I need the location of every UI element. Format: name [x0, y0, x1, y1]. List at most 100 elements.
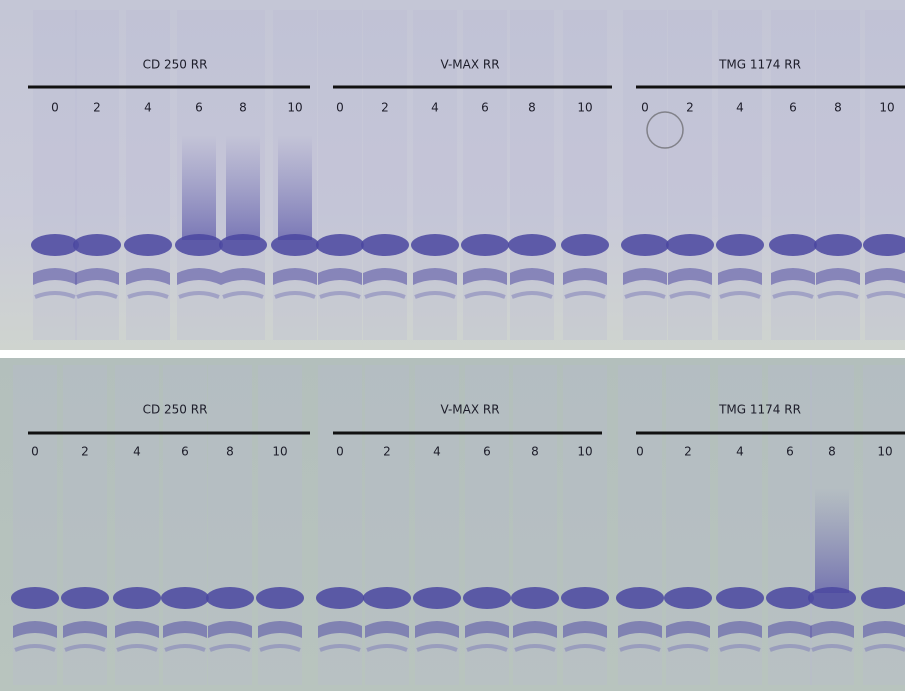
lower-band [810, 621, 854, 638]
lane-label: 0 [336, 445, 344, 459]
faint-band [511, 291, 553, 299]
separator [0, 350, 905, 358]
lane-label: 4 [736, 101, 744, 115]
lower-band [221, 268, 265, 285]
lower-band [163, 621, 207, 638]
lane-track [13, 365, 57, 685]
lane-label: 10 [287, 101, 302, 115]
lane-label: 4 [144, 101, 152, 115]
group-label: CD 250 RR [143, 58, 208, 72]
faint-band [466, 644, 508, 652]
lane-track [863, 365, 905, 685]
faint-band [222, 291, 264, 299]
faint-band [366, 644, 408, 652]
faint-band [624, 291, 666, 299]
faint-band [864, 644, 905, 652]
lower-band [365, 621, 409, 638]
lower-band [415, 621, 459, 638]
lower-band [863, 621, 905, 638]
gel-content: 0 2 4 6 8 10 CD 250 RR 0 2 4 6 8 10 V-MAX RR 0 2 4 6 8 10 TM… [11, 10, 905, 685]
lane-track [365, 365, 409, 685]
lane-track [618, 365, 662, 685]
faint-band [669, 291, 711, 299]
lower-band [768, 621, 812, 638]
lane-label: 8 [828, 445, 836, 459]
marker-circle [646, 111, 684, 149]
lane-track [463, 10, 507, 340]
group-label: V-MAX RR [440, 403, 499, 417]
lane-track [816, 10, 860, 340]
lower-band [666, 621, 710, 638]
main-band [316, 234, 364, 256]
lane-label: 4 [133, 445, 141, 459]
faint-band [719, 291, 761, 299]
smear [182, 135, 216, 240]
lower-band [273, 268, 317, 285]
main-band [861, 587, 905, 609]
lower-band [63, 621, 107, 638]
main-band [361, 234, 409, 256]
lane-label: 4 [736, 445, 744, 459]
lane-track [363, 10, 407, 340]
faint-band [817, 291, 859, 299]
main-band [716, 234, 764, 256]
lower-band [465, 621, 509, 638]
main-band [666, 234, 714, 256]
lane-label: 6 [181, 445, 189, 459]
lane-track [258, 365, 302, 685]
faint-band [769, 644, 811, 652]
main-band [161, 587, 209, 609]
faint-band [76, 291, 118, 299]
lower-band [126, 268, 170, 285]
lane-track [208, 365, 252, 685]
main-band [461, 234, 509, 256]
lower-band [816, 268, 860, 285]
main-band [73, 234, 121, 256]
lane-label: 10 [577, 101, 592, 115]
faint-band [116, 644, 158, 652]
main-band [561, 587, 609, 609]
main-band [413, 587, 461, 609]
main-band [411, 234, 459, 256]
lower-band [208, 621, 252, 638]
main-band [769, 234, 817, 256]
lower-band [623, 268, 667, 285]
main-band [766, 587, 814, 609]
lane-track [318, 10, 362, 340]
main-band [511, 587, 559, 609]
lane-track [510, 10, 554, 340]
faint-band [127, 291, 169, 299]
main-band [508, 234, 556, 256]
main-band [463, 587, 511, 609]
main-band [271, 234, 319, 256]
main-band [621, 234, 669, 256]
faint-band [209, 644, 251, 652]
lane-track [33, 10, 77, 340]
lane-track [718, 10, 762, 340]
lower-band [318, 268, 362, 285]
main-band [256, 587, 304, 609]
faint-band [667, 644, 709, 652]
lower-band [463, 268, 507, 285]
lane-label: 6 [195, 101, 203, 115]
group-label: V-MAX RR [440, 58, 499, 72]
lane-label: 8 [531, 445, 539, 459]
lane-label: 0 [636, 445, 644, 459]
lane-label: 0 [336, 101, 344, 115]
lane-label: 8 [226, 445, 234, 459]
faint-band [34, 291, 76, 299]
main-band [316, 587, 364, 609]
lane-track [623, 10, 667, 340]
lane-label: 2 [381, 101, 389, 115]
lane-label: 6 [789, 101, 797, 115]
lane-label: 6 [481, 101, 489, 115]
faint-band [811, 644, 853, 652]
main-band [664, 587, 712, 609]
faint-band [164, 644, 206, 652]
faint-band [514, 644, 556, 652]
lane-track [865, 10, 905, 340]
lane-label: 8 [528, 101, 536, 115]
lower-band [865, 268, 905, 285]
faint-band [319, 291, 361, 299]
